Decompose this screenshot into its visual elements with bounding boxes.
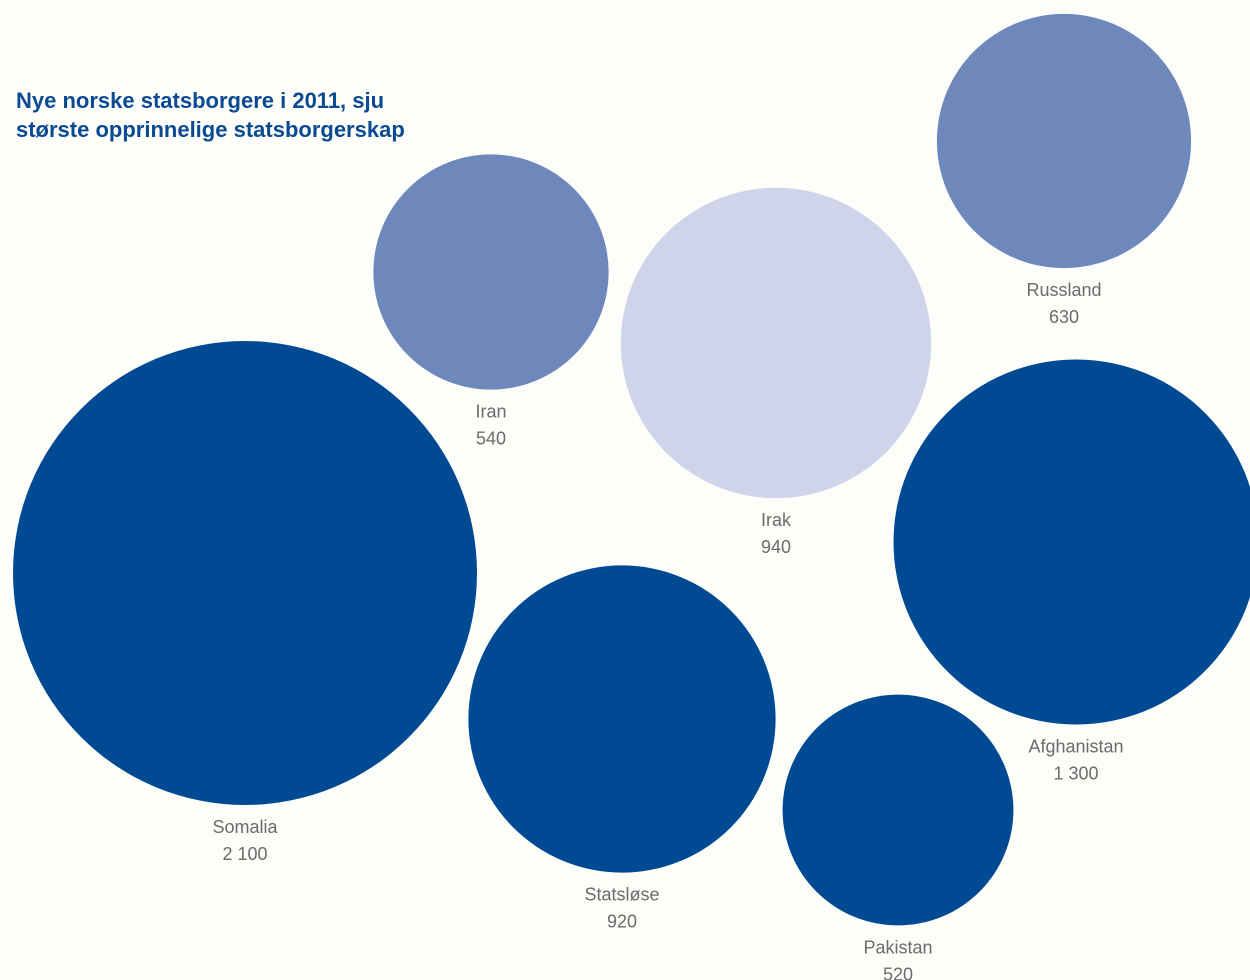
bubble-value-afghanistan: 1 300 bbox=[1053, 764, 1098, 784]
bubble-label-afghanistan: Afghanistan bbox=[1028, 737, 1123, 757]
bubble-value-irak: 940 bbox=[761, 537, 791, 557]
bubble-somalia bbox=[13, 341, 477, 805]
bubble-label-irak: Irak bbox=[761, 510, 792, 530]
bubble-iran bbox=[373, 154, 609, 390]
bubble-label-russland: Russland bbox=[1026, 280, 1101, 300]
bubble-value-somalia: 2 100 bbox=[222, 844, 267, 864]
bubble-label-somalia: Somalia bbox=[212, 817, 278, 837]
chart-title-line-2: største opprinnelige statsborgerskap bbox=[16, 117, 405, 142]
bubble-irak bbox=[620, 187, 932, 499]
bubble-russland bbox=[936, 13, 1192, 269]
bubble-value-statslose: 920 bbox=[607, 912, 637, 932]
bubble-statslose bbox=[468, 565, 776, 873]
bubble-pakistan bbox=[782, 694, 1014, 926]
chart-title: Nye norske statsborgere i 2011, sju stør… bbox=[16, 86, 405, 144]
bubble-label-pakistan: Pakistan bbox=[863, 937, 932, 957]
bubble-value-russland: 630 bbox=[1049, 307, 1079, 327]
bubble-label-iran: Iran bbox=[475, 402, 506, 422]
bubble-value-iran: 540 bbox=[476, 429, 506, 449]
bubble-afghanistan bbox=[893, 359, 1250, 725]
bubble-label-statslose: Statsløse bbox=[584, 885, 659, 905]
bubble-value-pakistan: 520 bbox=[883, 964, 913, 980]
chart-title-line-1: Nye norske statsborgere i 2011, sju bbox=[16, 88, 385, 113]
